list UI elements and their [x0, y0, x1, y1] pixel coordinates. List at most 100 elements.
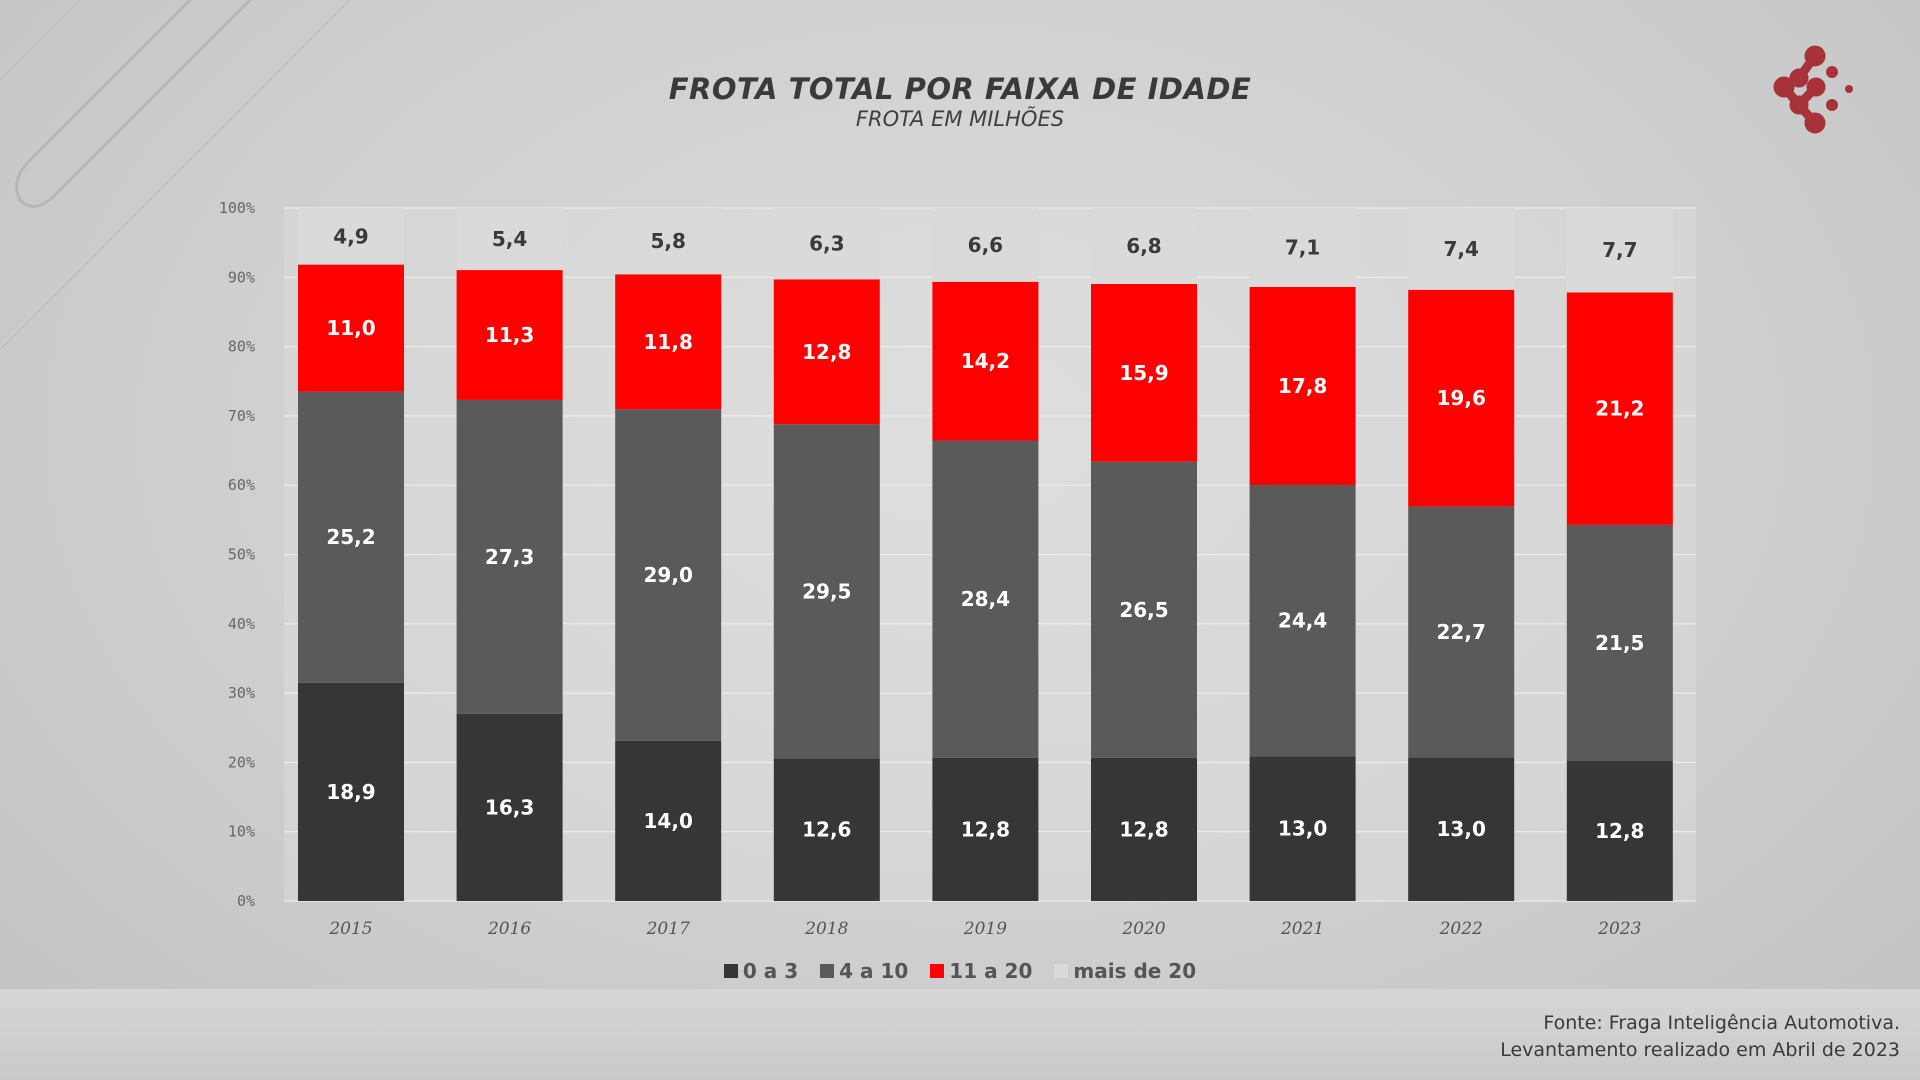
x-tick-label: 2016: [487, 919, 531, 939]
bar-segment-2022-1: [1408, 506, 1515, 758]
y-tick-label: 70%: [228, 407, 255, 425]
data-label: 4,9: [333, 224, 368, 248]
y-tick-label: 30%: [228, 684, 255, 702]
data-label: 12,8: [1595, 819, 1644, 843]
source-line: Fonte: Fraga Inteligência Automotiva.: [1543, 1012, 1900, 1034]
data-label: 12,8: [961, 817, 1010, 841]
x-tick-label: 2020: [1121, 919, 1165, 939]
decorative-lines: [0, 0, 352, 351]
bar-segment-2020-0: [1091, 757, 1197, 901]
y-tick-label: 90%: [228, 268, 255, 286]
data-label: 13,0: [1278, 817, 1327, 841]
data-label: 12,8: [1119, 817, 1168, 841]
x-tick-label: 2017: [646, 919, 690, 939]
data-label: 22,7: [1437, 620, 1486, 644]
legend-label: 0 a 3: [742, 959, 799, 983]
chart-subtitle: FROTA EM MILHÕES: [855, 107, 1065, 131]
data-label: 7,1: [1285, 235, 1320, 259]
source-note: Fonte: Fraga Inteligência Automotiva. Le…: [1500, 1010, 1900, 1064]
data-label: 14,0: [644, 809, 693, 833]
y-tick-label: 20%: [228, 753, 255, 771]
bar-segment-2015-0: [298, 682, 404, 901]
x-tick-label: 2021: [1280, 919, 1324, 939]
bar-segment-2022-2: [1408, 289, 1515, 507]
y-tick-label: 60%: [228, 476, 255, 494]
bar-segment-2023-0: [1566, 760, 1673, 901]
data-label: 12,6: [802, 818, 851, 842]
data-label: 11,3: [485, 323, 534, 347]
data-label: 12,8: [802, 340, 851, 364]
data-label: 5,4: [492, 227, 527, 251]
bar-segment-2023-3: [1566, 208, 1673, 293]
data-label: 28,4: [961, 587, 1010, 611]
x-tick-label: 2022: [1439, 919, 1483, 939]
data-label: 6,3: [809, 232, 844, 256]
bar-segment-2019-0: [932, 757, 1039, 901]
legend-label: mais de 20: [1073, 959, 1197, 983]
data-label: 11,0: [326, 316, 375, 340]
bar-segment-2016-0: [456, 713, 563, 901]
x-tick-label: 2019: [963, 919, 1007, 939]
bar-segment-2021-3: [1249, 208, 1356, 287]
data-label: 7,7: [1602, 238, 1637, 262]
bar-segment-2022-3: [1408, 208, 1515, 290]
bar-segment-2015-3: [298, 208, 404, 265]
legend-label: 4 a 10: [839, 959, 909, 983]
bar-segment-2017-0: [615, 740, 722, 901]
y-tick-label: 50%: [228, 546, 255, 564]
data-label: 21,2: [1595, 397, 1644, 421]
legend: 0 a 3 4 a 10 11 a 20 mais de 20: [0, 959, 1920, 983]
data-label: 16,3: [485, 795, 534, 819]
legend-item-11-20: 11 a 20: [930, 959, 1032, 983]
legend-item-4-10: 4 a 10: [820, 959, 908, 983]
data-label: 27,3: [485, 545, 534, 569]
bar-segment-2021-1: [1249, 484, 1356, 757]
survey-date-line: Levantamento realizado em Abril de 2023: [1500, 1039, 1900, 1061]
data-label: 29,0: [644, 563, 693, 587]
legend-swatch: [820, 964, 835, 978]
legend-swatch: [723, 964, 738, 978]
x-tick-label: 2023: [1597, 919, 1641, 939]
bar-segment-2016-1: [456, 399, 563, 714]
y-tick-label: 0%: [237, 892, 255, 910]
legend-item-0-3: 0 a 3: [723, 959, 799, 983]
bar-segment-2016-3: [456, 208, 563, 271]
bar-segment-2019-2: [932, 281, 1039, 441]
bar-segment-2021-2: [1249, 286, 1356, 485]
bar-segment-2017-3: [615, 208, 722, 275]
data-label: 6,6: [968, 233, 1003, 257]
footer-band: [0, 989, 1920, 1080]
bar-segment-2020-3: [1091, 208, 1197, 285]
data-label: 5,8: [650, 229, 685, 253]
y-tick-label: 80%: [228, 338, 255, 356]
bar-segment-2018-0: [773, 758, 880, 901]
logo-icon: [1773, 45, 1853, 134]
data-label: 6,8: [1126, 234, 1161, 258]
data-label: 18,9: [326, 780, 375, 804]
bar-segment-2017-1: [615, 409, 722, 741]
bar-segment-2017-2: [615, 274, 722, 410]
bar-segment-2018-2: [773, 279, 880, 425]
x-tick-label: 2018: [804, 919, 848, 939]
bar-segment-2019-3: [932, 208, 1039, 282]
x-tick-label: 2015: [328, 919, 372, 939]
data-label: 29,5: [802, 579, 851, 603]
bar-segment-2019-1: [932, 440, 1039, 758]
legend-swatch: [930, 964, 945, 978]
bar-segment-2015-2: [298, 264, 404, 392]
data-label: 24,4: [1278, 609, 1327, 633]
data-label: 19,6: [1437, 386, 1486, 410]
bar-segment-2021-0: [1249, 756, 1356, 901]
bar-segment-2018-3: [773, 208, 880, 280]
y-tick-label: 10%: [228, 823, 255, 841]
data-label: 14,2: [961, 349, 1010, 373]
legend-label: 11 a 20: [949, 959, 1033, 983]
data-label: 17,8: [1278, 374, 1327, 398]
chart-title: FROTA TOTAL POR FAIXA DE IDADE: [668, 72, 1252, 106]
stacked-bar-chart: 0% 10% 20% 30% 40% 50% 60% 70% 80% 90% 100% 18,9 25,…: [219, 199, 1696, 939]
data-label: 15,9: [1119, 361, 1168, 385]
bar-segment-2016-2: [456, 270, 563, 400]
data-label: 13,0: [1437, 817, 1486, 841]
bar-segment-2022-0: [1408, 757, 1515, 901]
bar-segment-2020-2: [1091, 284, 1197, 462]
